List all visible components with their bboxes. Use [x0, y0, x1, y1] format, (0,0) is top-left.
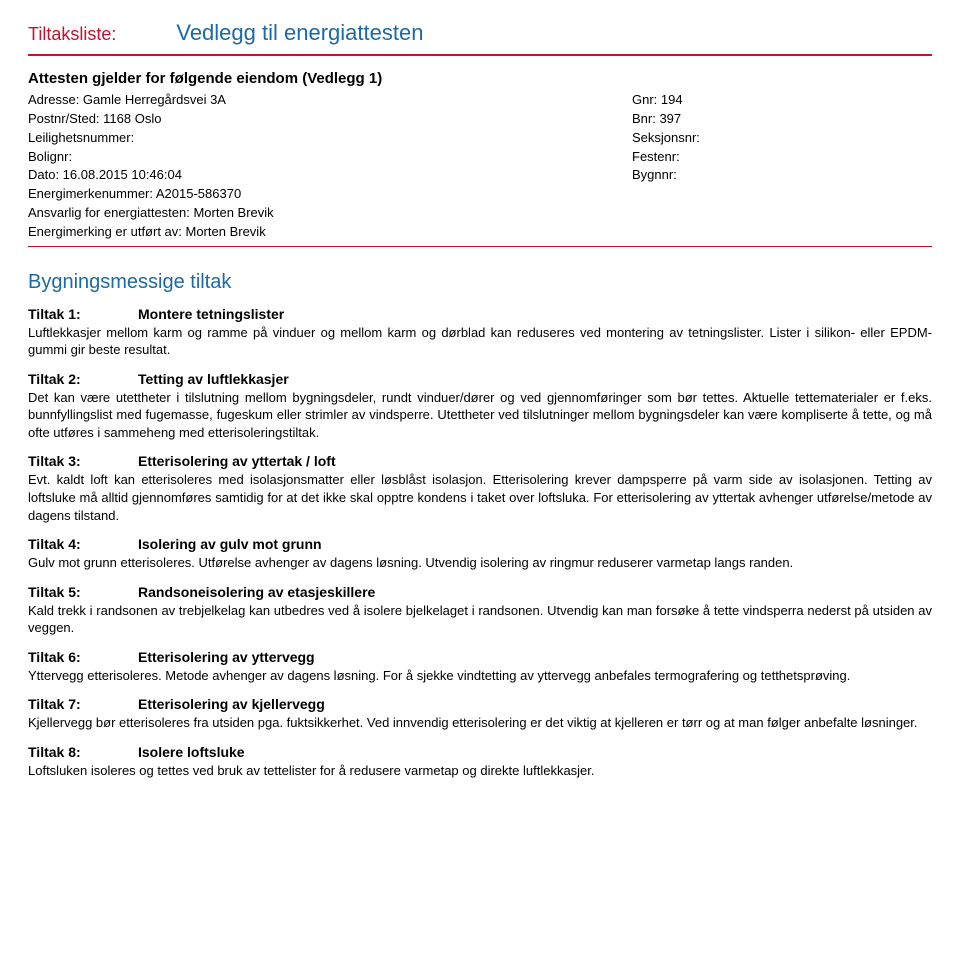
tiltak-header: Tiltak 8:Isolere loftsluke	[28, 744, 932, 760]
tiltak-title: Isolere loftsluke	[138, 744, 932, 760]
tiltak-item: Tiltak 4:Isolering av gulv mot grunn Gulv…	[28, 536, 932, 572]
tiltak-number: Tiltak 7:	[28, 696, 138, 712]
tiltak-header: Tiltak 5:Randsoneisolering av etasjeskil…	[28, 584, 932, 600]
info-line: Energimerkenummer: A2015-586370	[28, 185, 632, 204]
tiltak-item: Tiltak 8:Isolere loftsluke Loftsluken iso…	[28, 744, 932, 780]
info-heading: Attesten gjelder for følgende eiendom (V…	[28, 70, 932, 87]
tiltak-title: Isolering av gulv mot grunn	[138, 536, 932, 552]
tiltak-title: Etterisolering av yttertak / loft	[138, 453, 932, 469]
info-line: Energimerking er utført av: Morten Brevi…	[28, 223, 632, 242]
tiltak-title: Etterisolering av yttervegg	[138, 649, 932, 665]
info-line: Bygnnr:	[632, 166, 932, 185]
tiltak-header: Tiltak 2:Tetting av luftlekkasjer	[28, 371, 932, 387]
tiltak-body: Loftsluken isoleres og tettes ved bruk a…	[28, 762, 932, 780]
tiltak-body: Yttervegg etterisoleres. Metode avhenger…	[28, 667, 932, 685]
tiltak-header: Tiltak 3:Etterisolering av yttertak / lo…	[28, 453, 932, 469]
info-left-column: Adresse: Gamle Herregårdsvei 3A Postnr/S…	[28, 91, 632, 242]
tiltak-number: Tiltak 8:	[28, 744, 138, 760]
tiltak-body: Gulv mot grunn etterisoleres. Utførelse …	[28, 554, 932, 572]
tiltak-number: Tiltak 3:	[28, 453, 138, 469]
info-line: Dato: 16.08.2015 10:46:04	[28, 166, 632, 185]
info-line: Gnr: 194	[632, 91, 932, 110]
tiltak-item: Tiltak 2:Tetting av luftlekkasjer Det kan…	[28, 371, 932, 442]
tiltak-list: Tiltak 1:Montere tetningslister Luftlekka…	[28, 306, 932, 780]
tiltak-item: Tiltak 7:Etterisolering av kjellervegg Kj…	[28, 696, 932, 732]
tiltak-body: Det kan være utettheter i tilslutning me…	[28, 389, 932, 442]
tiltak-number: Tiltak 4:	[28, 536, 138, 552]
tiltak-title: Randsoneisolering av etasjeskillere	[138, 584, 932, 600]
page-header: Tiltaksliste: Vedlegg til energiattesten	[28, 20, 932, 46]
tiltak-header: Tiltak 1:Montere tetningslister	[28, 306, 932, 322]
tiltak-header: Tiltak 4:Isolering av gulv mot grunn	[28, 536, 932, 552]
header-label: Tiltaksliste:	[28, 24, 116, 45]
tiltak-body: Luftlekkasjer mellom karm og ramme på vi…	[28, 324, 932, 359]
tiltak-number: Tiltak 5:	[28, 584, 138, 600]
info-line: Seksjonsnr:	[632, 129, 932, 148]
info-columns: Adresse: Gamle Herregårdsvei 3A Postnr/S…	[28, 91, 932, 242]
tiltak-title: Montere tetningslister	[138, 306, 932, 322]
header-title: Vedlegg til energiattesten	[176, 20, 423, 46]
divider-top	[28, 54, 932, 56]
info-line: Bnr: 397	[632, 110, 932, 129]
info-line: Ansvarlig for energiattesten: Morten Bre…	[28, 204, 632, 223]
tiltak-body: Evt. kaldt loft kan etterisoleres med is…	[28, 471, 932, 524]
tiltak-title: Tetting av luftlekkasjer	[138, 371, 932, 387]
tiltak-number: Tiltak 1:	[28, 306, 138, 322]
info-line: Leilighetsnummer:	[28, 129, 632, 148]
section-title: Bygningsmessige tiltak	[28, 271, 932, 294]
info-line: Adresse: Gamle Herregårdsvei 3A	[28, 91, 632, 110]
tiltak-item: Tiltak 6:Etterisolering av yttervegg Ytte…	[28, 649, 932, 685]
tiltak-number: Tiltak 6:	[28, 649, 138, 665]
tiltak-header: Tiltak 6:Etterisolering av yttervegg	[28, 649, 932, 665]
info-line: Festenr:	[632, 148, 932, 167]
tiltak-body: Kald trekk i randsonen av trebjelkelag k…	[28, 602, 932, 637]
tiltak-header: Tiltak 7:Etterisolering av kjellervegg	[28, 696, 932, 712]
tiltak-item: Tiltak 1:Montere tetningslister Luftlekka…	[28, 306, 932, 359]
tiltak-number: Tiltak 2:	[28, 371, 138, 387]
tiltak-item: Tiltak 5:Randsoneisolering av etasjeskil…	[28, 584, 932, 637]
tiltak-body: Kjellervegg bør etterisoleres fra utside…	[28, 714, 932, 732]
info-right-column: Gnr: 194 Bnr: 397 Seksjonsnr: Festenr: B…	[632, 91, 932, 242]
tiltak-title: Etterisolering av kjellervegg	[138, 696, 932, 712]
info-line: Bolignr:	[28, 148, 632, 167]
info-line: Postnr/Sted: 1168 Oslo	[28, 110, 632, 129]
divider-mid	[28, 246, 932, 247]
tiltak-item: Tiltak 3:Etterisolering av yttertak / lo…	[28, 453, 932, 524]
